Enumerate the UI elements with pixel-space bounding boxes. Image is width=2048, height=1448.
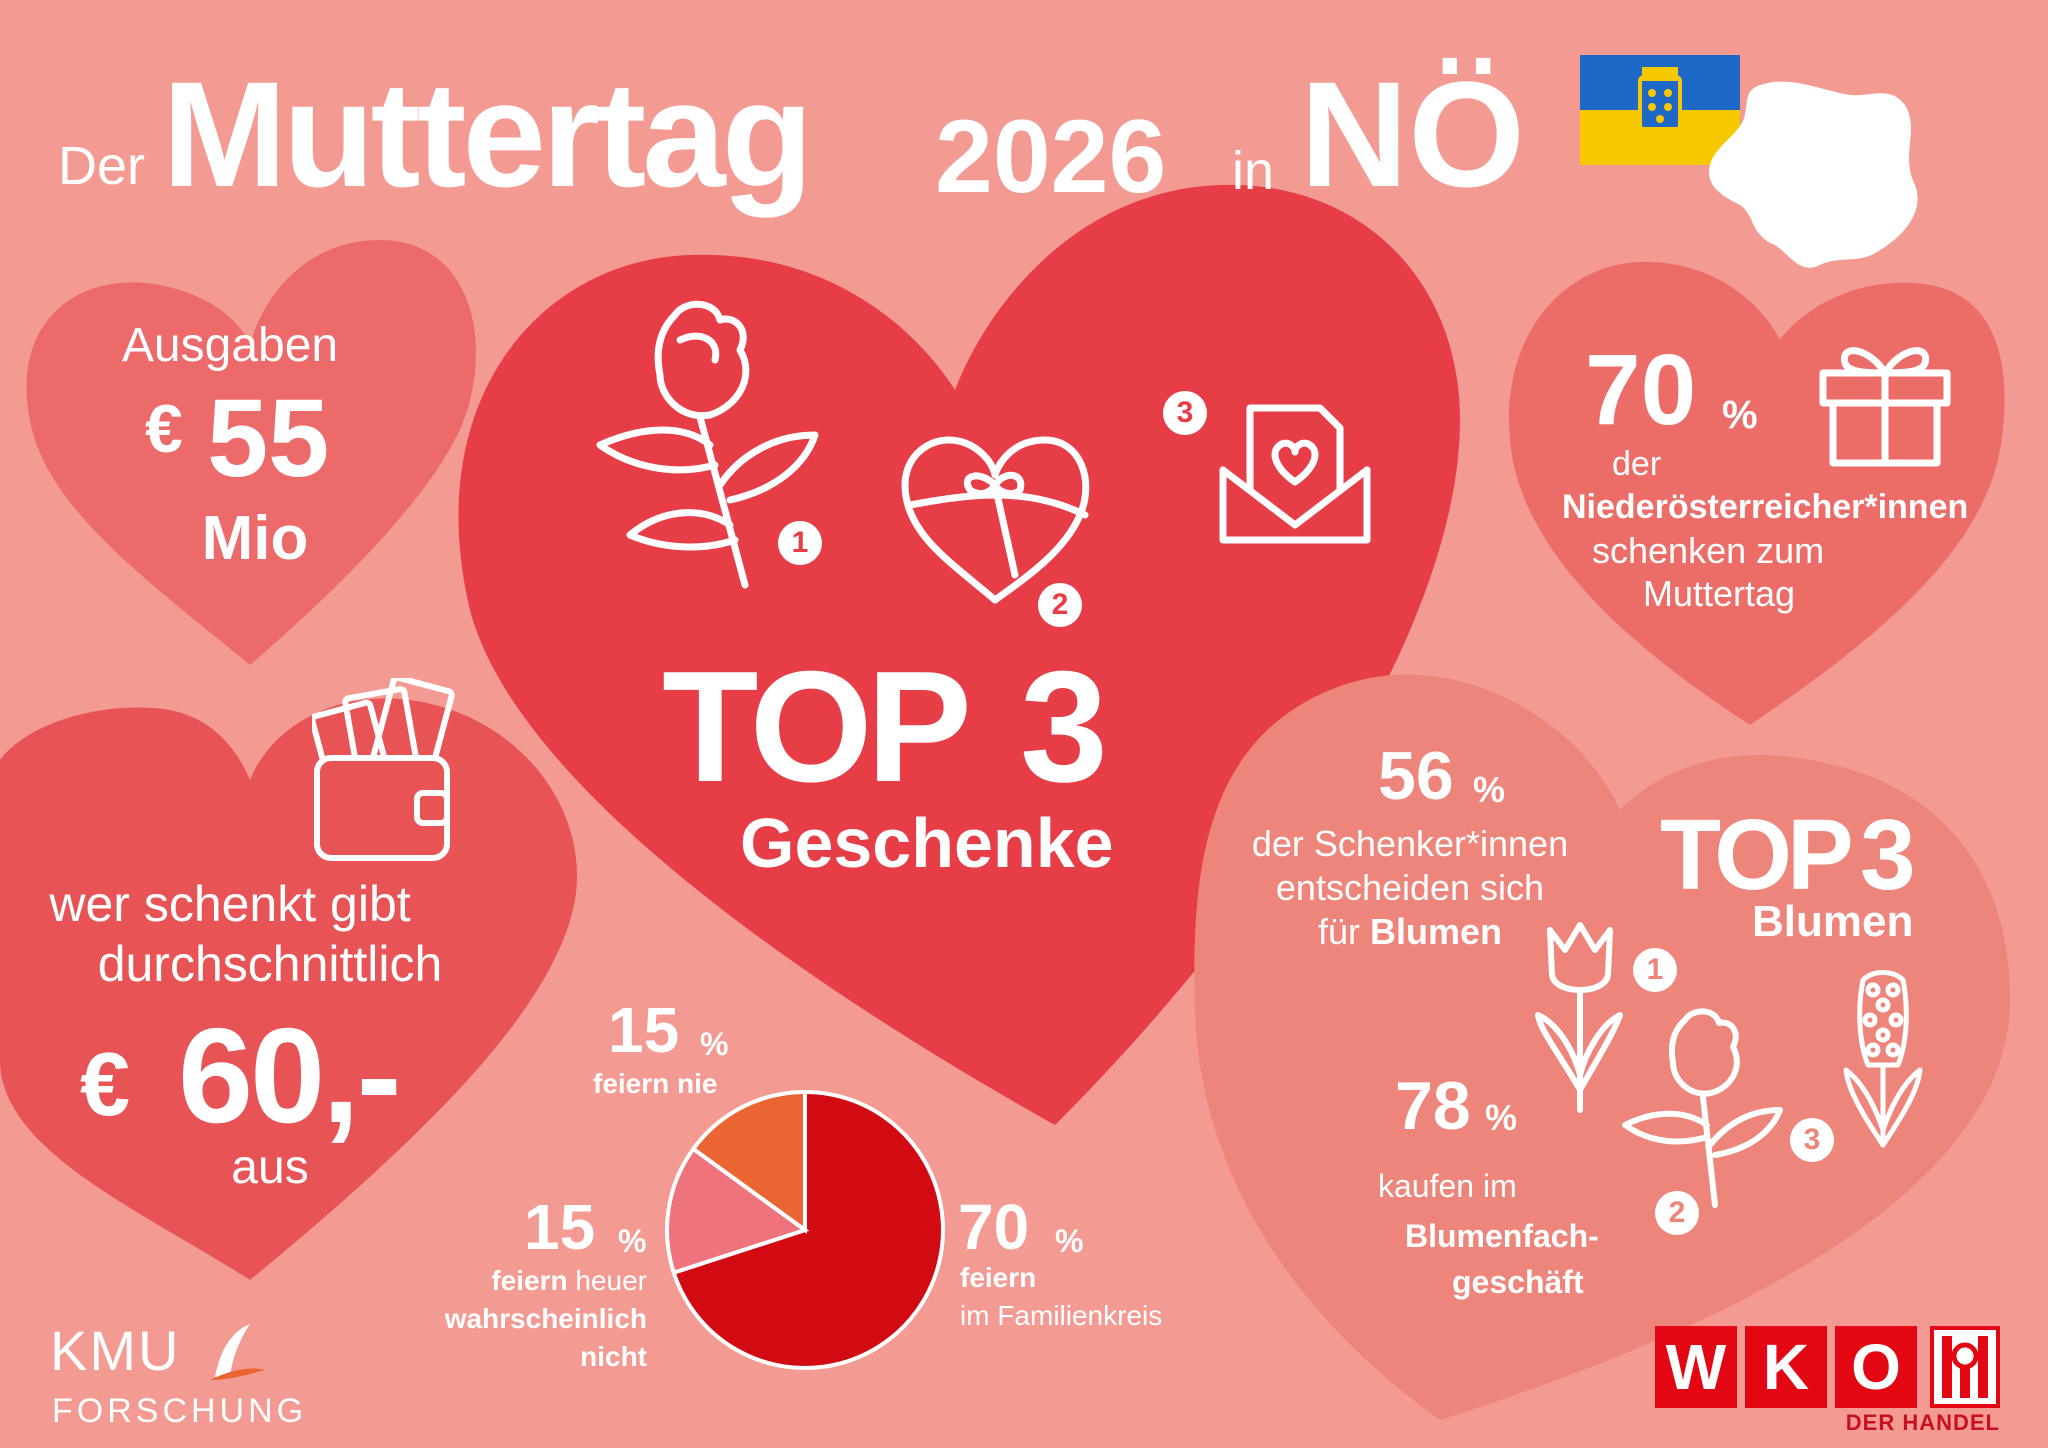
- heart-box-icon: [901, 436, 1090, 604]
- givers-line3: schenken zum: [1592, 530, 1825, 571]
- family-value: 70: [958, 1191, 1030, 1263]
- heart-givers: [1508, 261, 2005, 725]
- heart-spending: [26, 240, 477, 665]
- wko-letter-w: W: [1655, 1326, 1737, 1408]
- spending-label: Ausgaben: [121, 319, 339, 372]
- flower-rank-3-badge: [1790, 1118, 1834, 1162]
- pie-slice-1: [665, 1146, 810, 1276]
- family-unit: %: [1055, 1223, 1084, 1259]
- kmu-logo-swoosh-icon: [210, 1324, 265, 1380]
- never-value: 15: [608, 994, 680, 1066]
- average-suffix: aus: [231, 1141, 309, 1194]
- wko-letter-k: K: [1745, 1326, 1827, 1408]
- family-label-bold: feiern: [960, 1262, 1037, 1293]
- florist-unit: %: [1485, 1097, 1518, 1138]
- lower-austria-map-icon: [1709, 81, 1918, 268]
- gift-rank-3-badge: [1163, 391, 1207, 435]
- gifts-top: TOP: [662, 639, 972, 815]
- wko-subtitle: DER HANDEL: [1845, 1410, 2000, 1435]
- gifts-label: Geschenke: [740, 804, 1114, 882]
- wko-letter-o: O: [1835, 1326, 1917, 1408]
- flowers-line3-bold: Blumen: [1370, 911, 1503, 952]
- flower-rank-1: 1: [1646, 953, 1664, 986]
- tulip-icon: [1535, 922, 1623, 1113]
- never-unit: %: [700, 1026, 729, 1062]
- flowers-value: 56: [1378, 738, 1454, 814]
- givers-line4: Muttertag: [1643, 573, 1796, 614]
- flower-rank-1-badge: [1633, 948, 1677, 992]
- flower-rank-2-badge: [1655, 1191, 1699, 1235]
- flowers-label: Blumen: [1752, 897, 1914, 946]
- givers-value: 70: [1585, 334, 1697, 446]
- flowers-line3-pre: für: [1317, 911, 1360, 952]
- spending-unit: Mio: [201, 504, 309, 573]
- gift-rank-3: 3: [1176, 396, 1194, 429]
- celebration-pie-chart: [665, 1089, 945, 1370]
- givers-line2: Niederösterreicher*innen: [1562, 488, 1969, 526]
- givers-unit: %: [1722, 393, 1758, 437]
- flowers-line3: für Blumen: [1230, 910, 1590, 954]
- flowers-top: TOP: [1660, 799, 1854, 911]
- probably-not-bold1: feiern: [491, 1265, 568, 1296]
- probably-not-bold2: wahrscheinlich: [444, 1303, 647, 1334]
- wko-emblem-icon: [1930, 1326, 2000, 1408]
- kmu-logo-subtext: FORSCHUNG: [52, 1392, 308, 1430]
- rose-icon: [596, 300, 822, 589]
- title-in: in: [1232, 141, 1275, 201]
- flowers-unit: %: [1473, 769, 1506, 810]
- probably-not-bold3: nicht: [580, 1341, 647, 1372]
- gift-rank-2: 2: [1051, 588, 1069, 621]
- probably-not-unit: %: [618, 1223, 647, 1259]
- flowers-number: 3: [1860, 799, 1916, 911]
- average-currency: €: [80, 1035, 131, 1135]
- probably-not-label: feiern heuer wahrscheinlich nicht: [425, 1262, 647, 1376]
- givers-line1: der: [1612, 445, 1662, 483]
- kmu-logo-text: KMU: [50, 1319, 181, 1382]
- flower-rank-2: 2: [1668, 1196, 1686, 1229]
- flower-rose-icon: [1622, 1008, 1783, 1208]
- average-line2: durchschnittlich: [97, 936, 443, 992]
- probably-not-norm: heuer: [575, 1265, 647, 1296]
- lower-austria-flag-icon: [1580, 55, 1740, 165]
- pie-slice-2: [690, 1089, 807, 1234]
- probably-not-value: 15: [524, 1191, 596, 1263]
- flower-rank-3: 3: [1803, 1123, 1821, 1156]
- title-year: 2026: [935, 99, 1167, 215]
- gift-rank-2-badge: [1038, 583, 1082, 627]
- florist-line1: kaufen im: [1378, 1168, 1517, 1204]
- florist-line2: Blumenfach-: [1405, 1218, 1599, 1254]
- never-label: feiern nie: [593, 1068, 718, 1099]
- average-value: 60,-: [178, 1000, 402, 1151]
- gifts-number: 3: [1020, 639, 1108, 815]
- florist-line3: geschäft: [1452, 1264, 1584, 1300]
- wallet-icon: [312, 678, 455, 861]
- gift-rank-1: 1: [791, 526, 809, 559]
- flowers-line2: entscheiden sich: [1275, 867, 1545, 908]
- hyacinth-icon: [1843, 970, 1923, 1148]
- family-label-norm: im Familienkreis: [960, 1300, 1163, 1331]
- gift-box-icon: [1819, 347, 1951, 467]
- love-letter-icon: [1219, 404, 1371, 544]
- florist-value: 78: [1395, 1068, 1471, 1144]
- flowers-line1: der Schenker*innen: [1251, 823, 1569, 864]
- title-der: Der: [58, 136, 146, 196]
- spending-currency: €: [145, 391, 183, 467]
- average-line1: wer schenkt gibt: [49, 876, 411, 932]
- title-muttertag: Muttertag: [162, 50, 813, 218]
- title-region: NÖ: [1300, 50, 1525, 218]
- spending-value: 55: [207, 377, 330, 500]
